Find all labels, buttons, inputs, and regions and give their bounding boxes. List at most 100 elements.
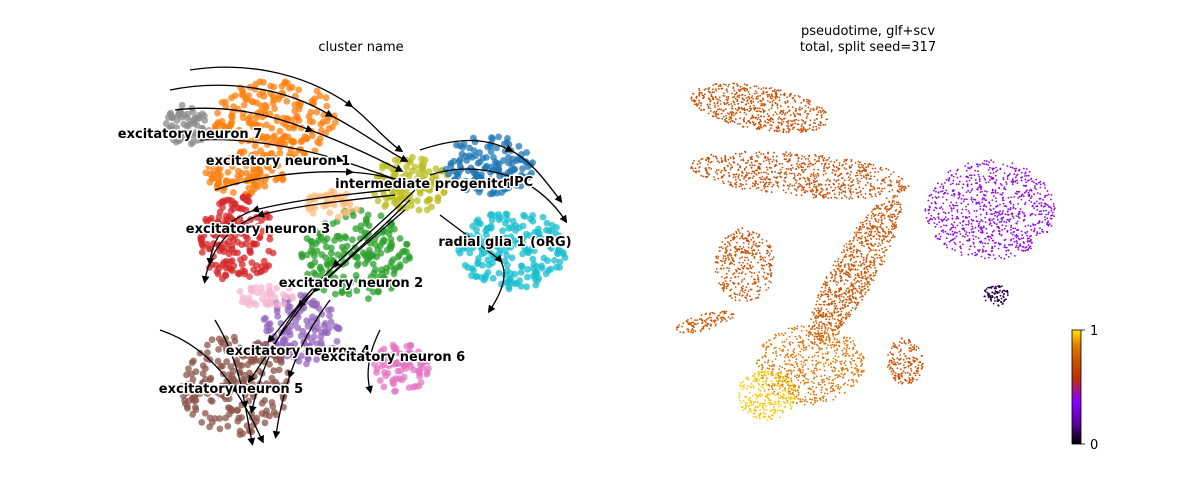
cluster-point <box>332 323 339 330</box>
pseudotime-point <box>738 272 741 274</box>
pseudotime-point <box>815 176 818 179</box>
pseudotime-point <box>794 110 797 113</box>
pseudotime-point <box>815 194 818 197</box>
pseudotime-point <box>815 113 818 116</box>
pseudotime-point <box>831 315 833 318</box>
pseudotime-point <box>855 235 858 238</box>
pseudotime-point <box>788 153 790 156</box>
pseudotime-point <box>874 193 877 195</box>
cluster-point <box>415 206 423 214</box>
pseudotime-point <box>864 193 867 195</box>
pseudotime-point <box>818 124 820 126</box>
pseudotime-point <box>715 255 718 258</box>
pseudotime-point <box>828 183 830 186</box>
pseudotime-point <box>849 337 851 340</box>
pseudotime-point <box>897 213 899 216</box>
pseudotime-point <box>745 166 748 169</box>
pseudotime-point <box>772 159 775 161</box>
pseudotime-point <box>717 257 719 260</box>
pseudotime-point <box>776 155 778 158</box>
pseudotime-point <box>899 188 901 191</box>
pseudotime-point <box>757 280 760 283</box>
pseudotime-point <box>721 283 724 286</box>
pseudotime-point <box>738 185 741 188</box>
pseudotime-point <box>693 323 696 325</box>
cluster-point <box>288 293 296 300</box>
pseudotime-point <box>771 264 773 267</box>
cluster-point <box>364 256 371 264</box>
pseudotime-point <box>694 323 697 326</box>
cluster-point <box>226 258 234 266</box>
pseudotime-point <box>781 166 784 169</box>
cluster-point <box>252 114 260 122</box>
pseudotime-point <box>752 265 754 268</box>
pseudotime-point <box>815 303 818 306</box>
pseudotime-point <box>877 219 880 221</box>
pseudotime-point <box>777 125 780 127</box>
pseudotime-point <box>763 185 765 187</box>
cluster-label-en4: excitatory neuron 4 <box>226 344 370 359</box>
pseudotime-point <box>840 360 843 363</box>
pseudotime-point <box>833 279 835 282</box>
pseudotime-point <box>769 118 772 121</box>
pseudotime-point <box>718 108 721 110</box>
pseudotime-point <box>791 128 794 130</box>
pseudotime-point <box>817 174 820 177</box>
pseudotime-point <box>745 171 748 174</box>
pseudotime-point <box>764 157 767 160</box>
pseudotime-point <box>850 309 853 312</box>
pseudotime-point <box>803 186 805 189</box>
pseudotime-point <box>785 191 787 194</box>
pseudotime-point <box>715 268 718 270</box>
pseudotime-point <box>782 109 785 112</box>
pseudotime-point <box>834 186 837 189</box>
pseudotime-point <box>702 325 705 328</box>
cluster-point <box>239 87 247 95</box>
pseudotime-point <box>707 173 710 176</box>
pseudotime-point <box>710 316 713 319</box>
pseudotime-point <box>859 180 861 183</box>
pseudotime-point <box>863 245 865 248</box>
pseudotime-point <box>727 96 730 98</box>
pseudotime-point <box>738 153 741 156</box>
pseudotime-point <box>893 227 895 230</box>
pseudotime-point <box>717 177 720 180</box>
pseudotime-point <box>729 244 731 247</box>
pseudotime-point <box>720 321 722 323</box>
cluster-point <box>265 262 273 270</box>
pseudotime-point <box>762 178 764 181</box>
pseudotime-point <box>899 185 901 188</box>
pseudotime-point <box>866 285 869 288</box>
pseudotime-point <box>777 118 780 120</box>
cluster-point <box>341 233 349 240</box>
cluster-point <box>228 407 236 415</box>
pseudotime-point <box>812 325 814 328</box>
pseudotime-point <box>776 127 779 130</box>
pseudotime-point <box>727 235 730 238</box>
pseudotime-point <box>757 127 759 129</box>
pseudotime-point <box>770 250 773 252</box>
pseudotime-point <box>700 102 702 105</box>
cluster-point <box>543 219 551 227</box>
pseudotime-point <box>725 114 727 117</box>
pseudotime-point <box>690 331 692 333</box>
pseudotime-point <box>807 158 810 160</box>
pseudotime-point <box>741 125 744 128</box>
cluster-point <box>262 411 269 418</box>
pseudotime-point <box>800 127 803 130</box>
pseudotime-point <box>693 103 696 106</box>
cluster-point <box>529 255 537 263</box>
cluster-point <box>321 345 329 353</box>
pseudotime-point <box>834 361 837 364</box>
pseudotime-point <box>835 352 838 354</box>
pseudotime-point <box>848 347 851 350</box>
pseudotime-point <box>824 392 826 395</box>
pseudotime-point <box>883 260 886 263</box>
pseudotime-point <box>698 99 700 102</box>
pseudotime-point <box>763 271 766 274</box>
pseudotime-point <box>796 153 798 156</box>
pseudotime-point <box>747 177 750 180</box>
pseudotime-point <box>900 177 903 180</box>
pseudotime-point <box>798 185 801 188</box>
pseudotime-point <box>696 319 698 322</box>
